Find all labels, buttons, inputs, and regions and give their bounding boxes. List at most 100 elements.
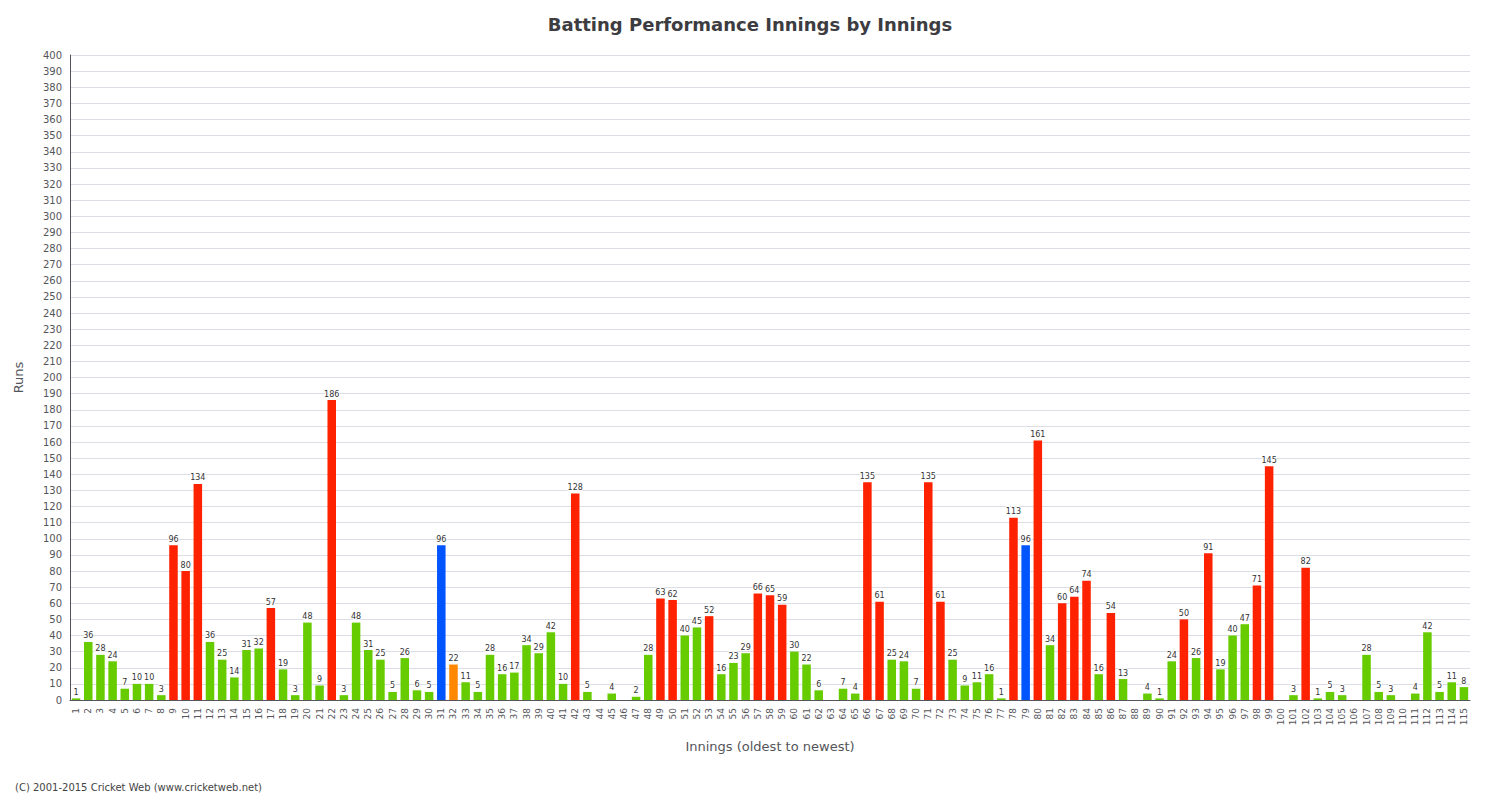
svg-text:37: 37 — [509, 708, 519, 719]
svg-text:68: 68 — [887, 708, 897, 720]
svg-text:22: 22 — [801, 654, 811, 663]
svg-text:96: 96 — [1228, 708, 1238, 720]
svg-text:10: 10 — [132, 673, 142, 682]
svg-text:16: 16 — [984, 664, 994, 673]
svg-text:40: 40 — [49, 630, 62, 641]
svg-text:33: 33 — [461, 708, 471, 719]
svg-text:52: 52 — [704, 606, 714, 615]
svg-text:16: 16 — [254, 708, 264, 720]
svg-text:88: 88 — [1130, 708, 1140, 720]
svg-text:86: 86 — [1106, 708, 1116, 720]
svg-text:83: 83 — [1069, 708, 1079, 719]
svg-text:29: 29 — [741, 643, 751, 652]
svg-text:107: 107 — [1362, 708, 1372, 725]
svg-text:67: 67 — [875, 708, 885, 719]
svg-text:98: 98 — [1252, 708, 1262, 720]
svg-text:108: 108 — [1374, 708, 1384, 725]
svg-text:20: 20 — [302, 708, 312, 720]
svg-text:80: 80 — [49, 566, 62, 577]
svg-text:1: 1 — [74, 688, 79, 697]
svg-text:380: 380 — [43, 82, 62, 93]
svg-text:280: 280 — [43, 243, 62, 254]
svg-text:80: 80 — [181, 561, 191, 570]
svg-text:10: 10 — [558, 673, 568, 682]
svg-text:23: 23 — [339, 708, 349, 719]
svg-text:14: 14 — [229, 667, 239, 676]
svg-text:61: 61 — [874, 591, 884, 600]
svg-text:250: 250 — [43, 291, 62, 302]
svg-text:74: 74 — [1081, 570, 1091, 579]
svg-text:111: 111 — [1410, 708, 1420, 725]
svg-text:1: 1 — [71, 708, 81, 714]
svg-text:50: 50 — [49, 614, 62, 625]
svg-text:220: 220 — [43, 340, 62, 351]
svg-text:160: 160 — [43, 437, 62, 448]
svg-text:26: 26 — [375, 708, 385, 720]
svg-text:13: 13 — [217, 708, 227, 719]
svg-text:47: 47 — [1240, 614, 1250, 623]
svg-text:36: 36 — [205, 631, 215, 640]
svg-text:270: 270 — [43, 259, 62, 270]
svg-text:4: 4 — [1413, 683, 1418, 692]
svg-text:7: 7 — [144, 708, 154, 714]
svg-text:400: 400 — [43, 50, 62, 61]
svg-text:113: 113 — [1006, 507, 1021, 516]
svg-text:134: 134 — [190, 473, 205, 482]
svg-text:34: 34 — [1045, 635, 1055, 644]
svg-text:53: 53 — [704, 708, 714, 719]
svg-text:290: 290 — [43, 227, 62, 238]
svg-text:57: 57 — [266, 598, 276, 607]
svg-text:62: 62 — [814, 708, 824, 719]
svg-text:120: 120 — [43, 501, 62, 512]
svg-text:84: 84 — [1082, 708, 1092, 720]
svg-text:390: 390 — [43, 66, 62, 77]
svg-text:24: 24 — [1167, 651, 1177, 660]
svg-text:5: 5 — [1437, 681, 1442, 690]
svg-text:26: 26 — [400, 648, 410, 657]
svg-text:3: 3 — [1291, 685, 1296, 694]
svg-text:109: 109 — [1386, 708, 1396, 725]
svg-text:104: 104 — [1325, 708, 1335, 725]
svg-text:19: 19 — [290, 708, 300, 720]
svg-text:48: 48 — [351, 612, 361, 621]
svg-text:49: 49 — [655, 708, 665, 720]
svg-text:28: 28 — [95, 644, 105, 653]
svg-text:45: 45 — [607, 708, 617, 719]
svg-text:44: 44 — [595, 708, 605, 720]
svg-text:24: 24 — [351, 708, 361, 720]
svg-text:16: 16 — [716, 664, 726, 673]
svg-text:Batting Performance Innings by: Batting Performance Innings by Innings — [548, 14, 952, 35]
svg-text:7: 7 — [122, 678, 127, 687]
svg-text:47: 47 — [631, 708, 641, 719]
svg-text:26: 26 — [1191, 648, 1201, 657]
svg-text:10: 10 — [144, 673, 154, 682]
svg-text:16: 16 — [1094, 664, 1104, 673]
svg-text:360: 360 — [43, 114, 62, 125]
svg-text:1: 1 — [1157, 688, 1162, 697]
svg-text:7: 7 — [840, 678, 845, 687]
svg-text:42: 42 — [546, 622, 556, 631]
svg-text:23: 23 — [728, 652, 738, 661]
svg-text:110: 110 — [43, 517, 62, 528]
svg-text:135: 135 — [921, 472, 936, 481]
svg-text:10: 10 — [181, 708, 191, 720]
svg-text:91: 91 — [1203, 543, 1213, 552]
svg-text:19: 19 — [1215, 659, 1225, 668]
svg-text:74: 74 — [960, 708, 970, 720]
svg-text:31: 31 — [363, 640, 373, 649]
svg-text:170: 170 — [43, 420, 62, 431]
svg-text:76: 76 — [984, 708, 994, 720]
svg-text:190: 190 — [43, 388, 62, 399]
svg-text:48: 48 — [302, 612, 312, 621]
svg-text:5: 5 — [1327, 681, 1332, 690]
svg-text:65: 65 — [850, 708, 860, 719]
svg-text:34: 34 — [521, 635, 531, 644]
svg-text:71: 71 — [1252, 575, 1262, 584]
svg-text:79: 79 — [1021, 708, 1031, 720]
svg-text:63: 63 — [826, 708, 836, 719]
svg-text:46: 46 — [619, 708, 629, 720]
svg-text:29: 29 — [534, 643, 544, 652]
svg-text:90: 90 — [1155, 708, 1165, 720]
svg-text:70: 70 — [49, 582, 62, 593]
svg-text:161: 161 — [1030, 430, 1045, 439]
